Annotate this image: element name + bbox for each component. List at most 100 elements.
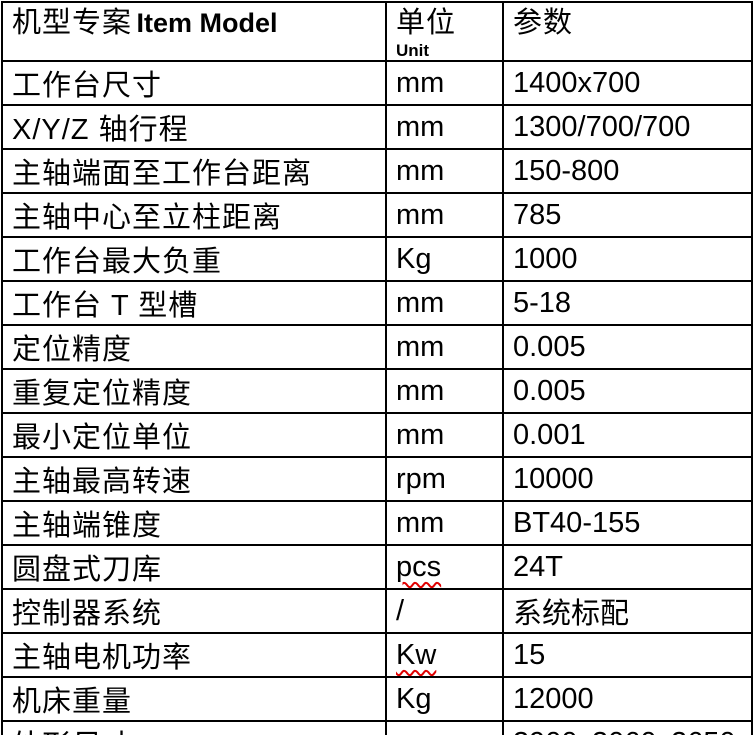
spec-item-cell: 重复定位精度: [1, 368, 387, 414]
spec-value-label: 1300/700/700: [513, 110, 691, 143]
spec-value-cell: BT40-155: [502, 500, 753, 546]
spec-value-cell: 0.005: [502, 324, 753, 370]
header-row: 机型专案 Item Model 单位 Unit 参数: [1, 1, 753, 62]
table-row: 外形尺寸 mm 3900x3060x2650: [1, 720, 753, 735]
table-row: 工作台最大负重 Kg 1000: [1, 236, 753, 282]
spec-item-label: 主轴最高转速: [12, 466, 193, 498]
spec-item-cell: 定位精度: [1, 324, 387, 370]
spec-value-cell: 150-800: [502, 148, 753, 194]
spec-unit-label: mm: [396, 506, 445, 539]
spec-unit-cell: mm: [385, 720, 504, 735]
spec-item-cell: 圆盘式刀库: [1, 544, 387, 590]
spec-unit-cell: Kg: [385, 676, 504, 722]
spec-unit-cell: mm: [385, 500, 504, 546]
spec-item-label: 主轴端锥度: [12, 510, 163, 542]
spec-value-cell: 3900x3060x2650: [502, 720, 753, 735]
spec-unit-label: Kg: [396, 242, 432, 275]
table-row: 主轴端锥度 mm BT40-155: [1, 500, 753, 546]
spec-item-label: 工作台 T 型槽: [12, 290, 199, 322]
spec-item-label: 工作台最大负重: [12, 246, 223, 278]
spec-value-label: 5-18: [513, 286, 572, 319]
spec-item-cell: 控制器系统: [1, 588, 387, 634]
spec-item-label: 外形尺寸: [12, 730, 132, 735]
spec-item-label: 控制器系统: [12, 598, 163, 630]
spec-item-cell: 主轴中心至立柱距离: [1, 192, 387, 238]
spec-item-label: 主轴端面至工作台距离: [12, 158, 313, 190]
spec-unit-label: mm: [396, 727, 444, 735]
spec-table-body: 工作台尺寸 mm 1400x700 X/Y/Z 轴行程 mm 1300/700/…: [1, 60, 753, 735]
table-row: 工作台 T 型槽 mm 5-18: [1, 280, 753, 326]
spec-item-cell: 主轴最高转速: [1, 456, 387, 502]
spec-value-cell: 24T: [502, 544, 753, 590]
spec-unit-label: /: [396, 594, 405, 627]
spec-value-cell: 12000: [502, 676, 753, 722]
spec-value-label: 系统标配: [513, 598, 630, 630]
spec-unit-cell: mm: [385, 104, 504, 150]
spec-value-cell: 系统标配: [502, 588, 753, 634]
spec-unit-cell: rpm: [385, 456, 504, 502]
table-row: 重复定位精度 mm 0.005: [1, 368, 753, 414]
spec-item-label: 机床重量: [12, 686, 133, 718]
spec-unit-label: mm: [396, 330, 445, 363]
header-params-label: 参数: [513, 7, 574, 39]
spec-item-cell: 工作台最大负重: [1, 236, 387, 282]
spec-item-label: 主轴电机功率: [12, 642, 193, 674]
spec-value-cell: 0.005: [502, 368, 753, 414]
spec-item-label: 最小定位单位: [12, 422, 193, 454]
table-row: 主轴中心至立柱距离 mm 785: [1, 192, 753, 238]
spec-value-cell: 0.001: [502, 412, 753, 458]
spec-unit-label: mm: [396, 110, 445, 143]
spec-value-cell: 785: [502, 192, 753, 238]
spec-unit-label: mm: [396, 66, 445, 99]
spec-unit-cell: mm: [385, 60, 504, 106]
spec-value-label: 12000: [513, 682, 594, 715]
table-row: 圆盘式刀库 pcs 24T: [1, 544, 753, 590]
spec-unit-label: mm: [396, 154, 445, 187]
spec-item-cell: 最小定位单位: [1, 412, 387, 458]
spec-unit-cell: Kg: [385, 236, 504, 282]
spec-unit-label: rpm: [396, 462, 446, 495]
spec-value-label: 24T: [513, 550, 563, 583]
spec-value-label: 15: [513, 638, 546, 671]
header-unit: 单位 Unit: [385, 1, 504, 62]
spec-unit-cell: mm: [385, 280, 504, 326]
spec-value-cell: 1000: [502, 236, 753, 282]
header-item-model-en: Item Model: [136, 8, 278, 38]
spec-item-label: 主轴中心至立柱距离: [12, 202, 283, 234]
spec-value-cell: 5-18: [502, 280, 753, 326]
spec-unit-label: pcs: [396, 550, 442, 583]
spec-value-cell: 10000: [502, 456, 753, 502]
spec-value-cell: 15: [502, 632, 753, 678]
header-unit-zh: 单位: [396, 7, 457, 39]
table-row: 机床重量 Kg 12000: [1, 676, 753, 722]
spec-value-label: 1000: [513, 242, 578, 275]
spec-value-label: 0.005: [513, 330, 586, 363]
spec-item-cell: 外形尺寸: [1, 720, 387, 735]
spec-unit-cell: mm: [385, 148, 504, 194]
spec-value-label: 0.005: [513, 374, 586, 407]
header-item-model-zh: 机型专案: [12, 7, 133, 39]
spec-item-label: 重复定位精度: [12, 378, 193, 410]
table-row: 主轴最高转速 rpm 10000: [1, 456, 753, 502]
table-row: 最小定位单位 mm 0.001: [1, 412, 753, 458]
spec-item-label: 工作台尺寸: [12, 70, 163, 102]
spec-value-label: 1400x700: [513, 66, 641, 99]
spec-item-label: 定位精度: [12, 334, 133, 366]
header-item-model: 机型专案 Item Model: [1, 1, 387, 62]
table-row: 工作台尺寸 mm 1400x700: [1, 60, 753, 106]
spec-item-cell: 工作台 T 型槽: [1, 280, 387, 326]
spec-unit-cell: mm: [385, 324, 504, 370]
spec-unit-label: mm: [396, 286, 445, 319]
spec-value-cell: 1400x700: [502, 60, 753, 106]
spec-item-cell: X/Y/Z 轴行程: [1, 104, 387, 150]
spec-value-label: 10000: [513, 462, 594, 495]
spec-value-label: BT40-155: [513, 506, 641, 539]
table-row: 控制器系统 / 系统标配: [1, 588, 753, 634]
spec-item-label: X/Y/Z 轴行程: [12, 114, 189, 146]
spec-item-cell: 主轴端锥度: [1, 500, 387, 546]
spec-value-label: 785: [513, 198, 562, 231]
spec-unit-label: mm: [396, 418, 445, 451]
spec-value-label: 3900x3060x2650: [513, 727, 736, 735]
